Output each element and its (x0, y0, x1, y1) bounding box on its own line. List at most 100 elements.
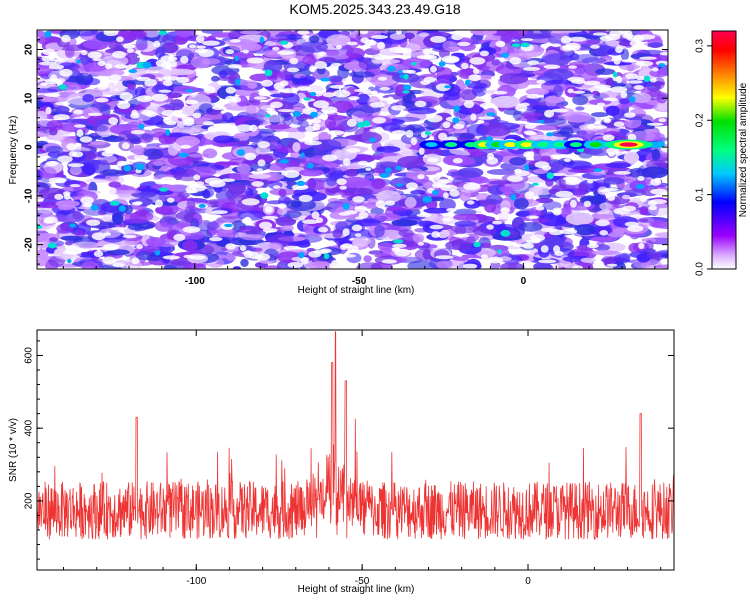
noise-blob (581, 57, 607, 64)
noise-blob (426, 30, 457, 33)
noise-gap (636, 76, 645, 81)
noise-blob (41, 96, 55, 102)
noise-gap (523, 130, 536, 135)
noise-gap (104, 63, 113, 70)
noise-gap (607, 195, 616, 201)
noise-gap (549, 229, 564, 236)
noise-gap (126, 48, 135, 53)
noise-gap (315, 217, 324, 224)
noise-blob (551, 132, 572, 137)
noise-gap (462, 263, 478, 269)
noise-blob (171, 85, 199, 94)
noise-gap (493, 90, 508, 95)
noise-blob (518, 222, 543, 232)
noise-blob (337, 66, 349, 79)
noise-hotspot (438, 61, 446, 67)
noise-blob (590, 112, 609, 118)
noise-blob (649, 69, 668, 78)
noise-gap (103, 232, 111, 237)
heatmap-signal-track (419, 139, 665, 150)
noise-blob (583, 147, 604, 155)
noise-gap (522, 66, 541, 71)
noise-gap (91, 232, 106, 241)
noise-gap (289, 57, 299, 65)
noise-gap (109, 74, 122, 82)
noise-gap (567, 76, 585, 82)
noise-blob (230, 182, 256, 187)
noise-blob (96, 159, 109, 166)
noise-hotspot (538, 119, 545, 124)
noise-gap (257, 159, 266, 167)
noise-gap (59, 68, 73, 77)
noise-gap (426, 114, 443, 123)
noise-blob (236, 163, 251, 174)
noise-gap (442, 121, 451, 129)
noise-gap (48, 64, 64, 70)
noise-gap (317, 115, 327, 120)
heatmap-x-label: Height of straight line (km) (298, 285, 415, 296)
noise-gap (130, 112, 140, 119)
noise-blob (175, 49, 194, 61)
noise-blob (298, 169, 324, 177)
noise-hotspot (453, 105, 461, 112)
noise-gap (82, 203, 93, 208)
noise-gap (472, 68, 480, 75)
noise-gap (40, 82, 48, 86)
noise-hotspot (310, 111, 318, 118)
noise-hotspot (385, 167, 392, 174)
noise-blob (654, 264, 668, 269)
noise-blob (166, 217, 180, 225)
noise-gap (449, 189, 460, 197)
noise-gap (257, 141, 271, 148)
noise-hotspot (403, 73, 409, 80)
noise-gap (286, 67, 300, 73)
noise-gap (209, 237, 223, 242)
noise-gap (372, 117, 387, 124)
noise-gap (262, 228, 278, 233)
noise-gap (328, 65, 336, 73)
noise-gap (322, 154, 338, 162)
noise-hotspot (658, 63, 666, 67)
colorbar-frame (711, 30, 737, 270)
noise-gap (551, 108, 569, 113)
noise-gap (342, 228, 350, 236)
noise-blob (275, 216, 297, 227)
heatmap-x-tick-label: 0 (521, 276, 527, 287)
noise-hotspot (142, 61, 152, 69)
noise-blob (590, 236, 617, 242)
noise-hotspot (452, 117, 460, 124)
noise-gap (358, 211, 369, 219)
noise-gap (394, 248, 411, 257)
noise-blob (389, 33, 406, 40)
noise-gap (328, 240, 335, 247)
noise-blob (264, 124, 292, 130)
noise-blob (143, 148, 164, 160)
noise-hotspot (165, 129, 171, 136)
noise-hotspot (465, 79, 471, 86)
noise-gap (314, 61, 328, 69)
noise-gap (122, 234, 137, 239)
noise-hotspot (497, 249, 502, 254)
heatmap-y-tick-label: -20 (24, 237, 35, 252)
noise-gap (540, 245, 549, 253)
noise-gap (543, 64, 561, 70)
noise-gap (346, 118, 357, 127)
noise-blob (298, 75, 309, 85)
noise-hotspot (67, 258, 72, 264)
noise-gap (568, 36, 587, 42)
signal-blob-core (570, 142, 582, 148)
noise-blob (538, 213, 568, 227)
noise-gap (42, 48, 56, 56)
signal-blob-core (589, 142, 602, 148)
noise-gap (386, 96, 395, 105)
noise-hotspot (154, 250, 161, 256)
noise-gap (130, 130, 145, 135)
noise-hotspot (532, 182, 539, 186)
noise-blob (656, 157, 668, 162)
noise-hotspot (158, 30, 167, 36)
noise-blob (64, 45, 75, 59)
noise-blob (243, 120, 264, 126)
noise-gap (422, 48, 431, 56)
noise-gap (430, 65, 437, 73)
